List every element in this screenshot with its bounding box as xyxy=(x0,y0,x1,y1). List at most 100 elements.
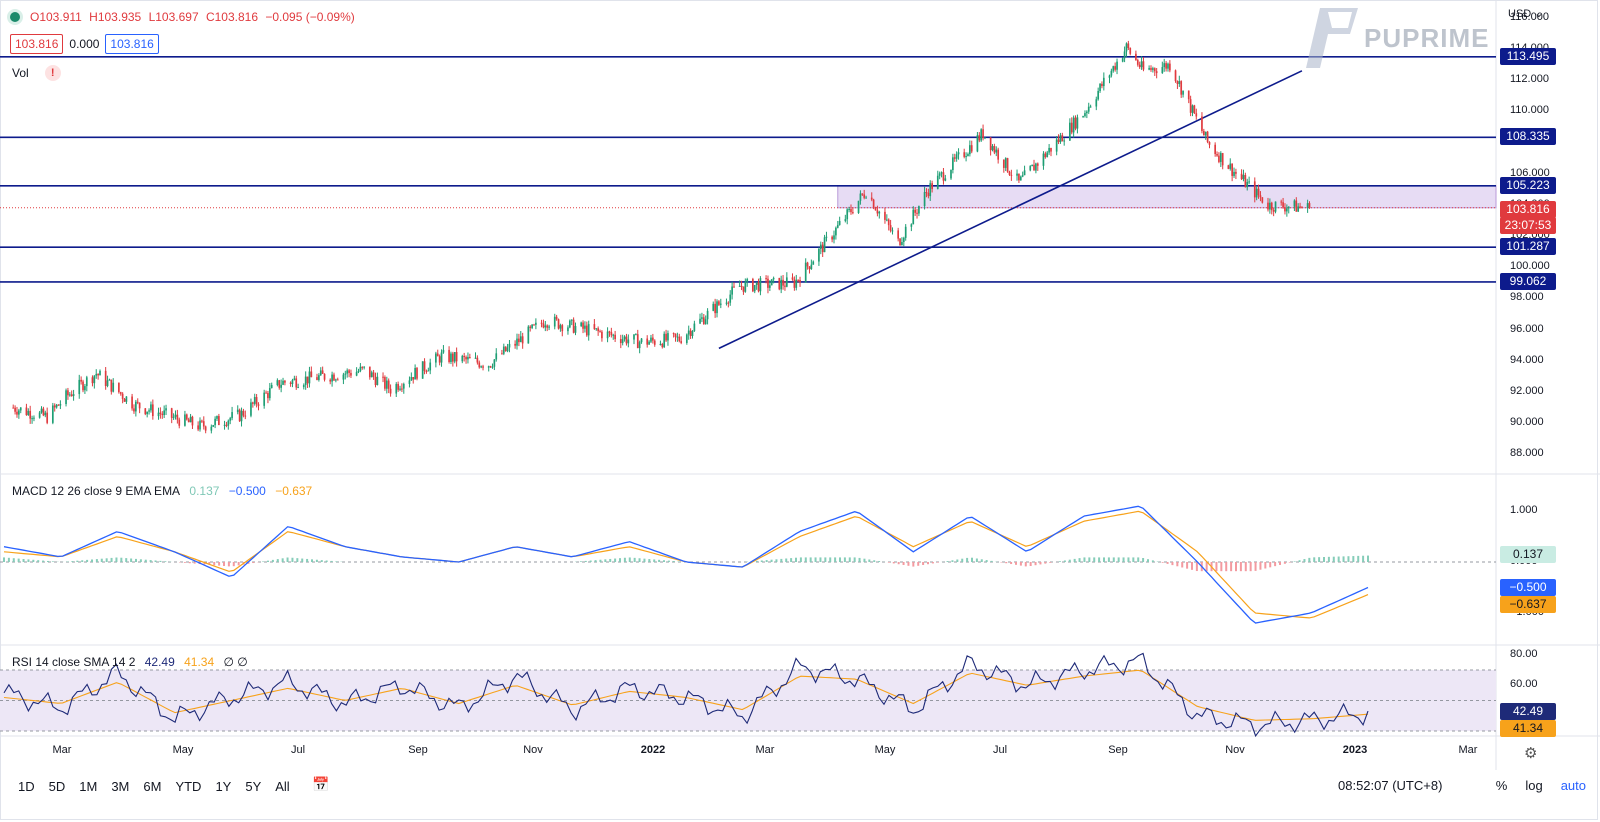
candle-body xyxy=(199,420,201,430)
candle-body xyxy=(329,379,332,382)
timeframe-button[interactable]: 1D xyxy=(18,778,35,794)
percent-toggle[interactable]: % xyxy=(1495,778,1508,793)
candle-body xyxy=(884,211,886,220)
candle-body xyxy=(676,336,679,338)
market-status-icon xyxy=(10,12,20,22)
level-price-tag: 113.495 xyxy=(1500,47,1556,65)
candle-body xyxy=(702,317,705,325)
candle-body xyxy=(529,326,532,328)
candle-body xyxy=(1084,113,1086,117)
ohlc-close: C103.816 xyxy=(205,10,259,24)
timeframe-button[interactable]: 1Y xyxy=(215,778,232,794)
candle-body xyxy=(304,376,307,386)
candle-body xyxy=(99,370,101,376)
timeframe-button[interactable]: 5D xyxy=(48,778,66,794)
settings-gear-icon[interactable]: ⚙ xyxy=(1524,745,1538,762)
candle-body xyxy=(650,337,652,342)
candle-body xyxy=(991,146,994,151)
candle-body xyxy=(480,366,483,368)
candle-body xyxy=(967,154,969,157)
clock[interactable]: 08:52:07 (UTC+8) xyxy=(1338,778,1443,793)
candle-body xyxy=(806,262,809,267)
candle-body xyxy=(1061,135,1064,142)
rsi-value: 42.49 xyxy=(144,655,175,669)
candle-body xyxy=(1142,61,1145,70)
ohlc-change: −0.095 (−0.09%) xyxy=(265,10,355,24)
candle-body xyxy=(333,374,335,381)
candle-body xyxy=(282,380,284,385)
timeframe-button[interactable]: 5Y xyxy=(245,778,262,794)
ask-box[interactable]: 103.816 xyxy=(105,34,159,54)
timeframe-button[interactable]: All xyxy=(275,778,290,794)
candle-body xyxy=(72,394,75,397)
candle-body xyxy=(963,152,966,157)
candle-body xyxy=(699,318,701,324)
candle-body xyxy=(1219,153,1222,162)
candle-body xyxy=(593,324,596,329)
candle-body xyxy=(1306,203,1309,208)
candle-body xyxy=(478,362,481,368)
candle-body xyxy=(455,352,458,362)
log-toggle[interactable]: log xyxy=(1525,778,1543,793)
candle-body xyxy=(623,336,626,340)
candle-body xyxy=(693,323,696,331)
macd-signal-tag: −0.637 xyxy=(1500,595,1556,613)
candle-body xyxy=(46,412,49,423)
candle-body xyxy=(540,322,543,324)
candle-body xyxy=(1072,117,1075,133)
candle-body xyxy=(385,380,388,389)
timeframe-button[interactable]: YTD xyxy=(175,778,202,794)
rsi-legend: RSI 14 close SMA 14 2 42.49 41.34 ∅ ∅ xyxy=(12,655,254,669)
candle-body xyxy=(1240,173,1243,180)
candle-body xyxy=(625,336,628,344)
candle-body xyxy=(170,408,173,418)
price-tick-label: 96.000 xyxy=(1510,322,1544,335)
candle-body xyxy=(1165,63,1167,69)
rsi-sma-tag: 41.34 xyxy=(1500,719,1556,737)
candle-body xyxy=(597,328,599,332)
candle-body xyxy=(521,336,524,344)
candle-body xyxy=(216,416,218,419)
candle-body xyxy=(12,407,15,409)
candle-body xyxy=(202,421,205,427)
candle-body xyxy=(1195,113,1198,117)
auto-toggle[interactable]: auto xyxy=(1560,778,1586,793)
warning-icon[interactable]: ! xyxy=(44,65,61,81)
candle-body xyxy=(187,419,190,423)
candle-body xyxy=(448,349,450,362)
candle-body xyxy=(223,424,226,426)
candle-body xyxy=(25,407,28,415)
timeframe-button[interactable]: 3M xyxy=(111,778,130,794)
candle-body xyxy=(1299,206,1301,208)
candle-body xyxy=(306,376,309,384)
candle-body xyxy=(835,227,837,236)
candle-body xyxy=(912,209,915,225)
candle-body xyxy=(135,401,137,412)
candle-body xyxy=(936,175,939,189)
candle-body xyxy=(1063,140,1066,142)
candle-body xyxy=(548,326,550,328)
candle-body xyxy=(725,302,728,304)
candle-body xyxy=(738,285,741,287)
timeframe-button[interactable]: 6M xyxy=(143,778,162,794)
candle-body xyxy=(978,135,981,141)
candle-body xyxy=(104,370,107,386)
candle-body xyxy=(531,324,533,328)
timeframe-button[interactable]: 1M xyxy=(79,778,98,794)
candle-body xyxy=(425,370,428,372)
candle-body xyxy=(212,425,215,427)
candle-body xyxy=(112,382,115,392)
candle-body xyxy=(633,334,635,340)
candle-body xyxy=(1295,200,1298,212)
candle-body xyxy=(57,404,60,406)
calendar-range-icon[interactable]: 📅 xyxy=(312,776,330,792)
bid-box[interactable]: 103.816 xyxy=(10,34,64,54)
candle-body xyxy=(131,396,133,409)
candle-body xyxy=(799,279,801,283)
candle-body xyxy=(123,398,126,402)
candle-body xyxy=(1095,99,1098,107)
currency-selector[interactable]: USD ⌄ xyxy=(1508,8,1544,20)
candle-body xyxy=(397,384,399,390)
candle-body xyxy=(729,294,732,303)
